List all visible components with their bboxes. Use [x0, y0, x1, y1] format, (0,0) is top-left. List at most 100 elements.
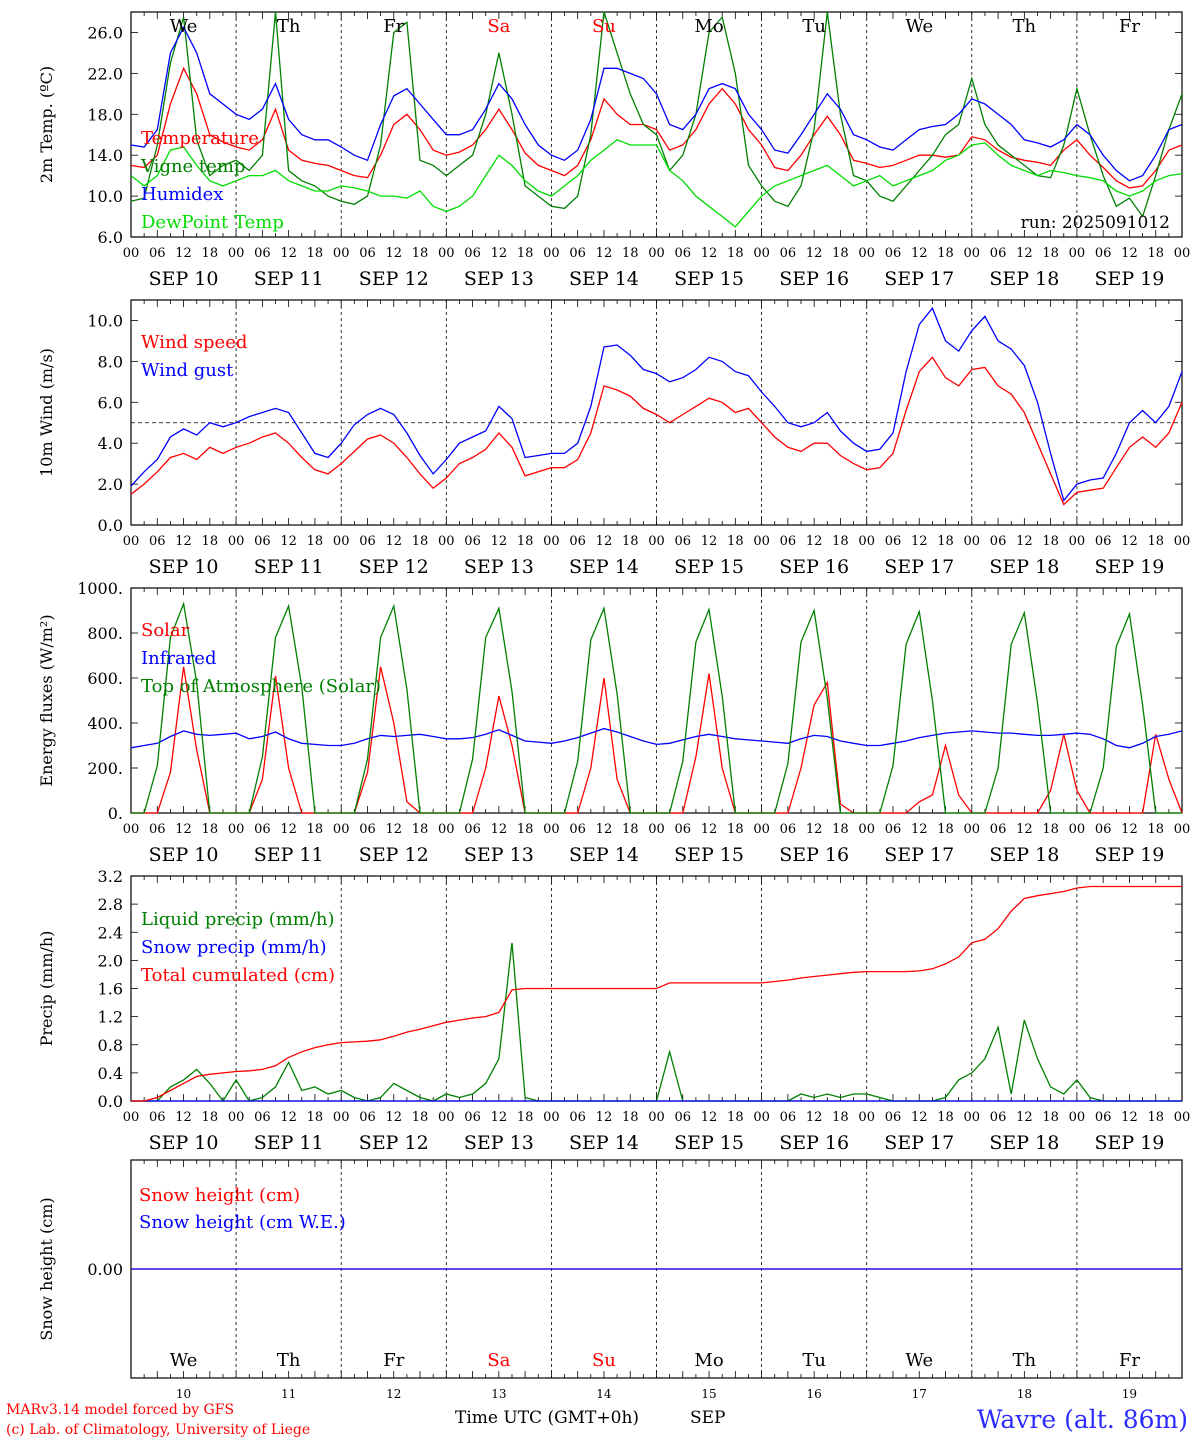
series-line: [131, 601, 1182, 814]
hour-tick-label: 12: [701, 246, 718, 261]
y-tick-label: 26.0: [87, 23, 123, 42]
hour-tick-label: 06: [675, 822, 692, 837]
hour-tick-label: 00: [858, 534, 875, 549]
date-label: SEP 14: [569, 268, 639, 290]
hour-tick-label: 06: [885, 1110, 902, 1125]
hour-tick-label: 12: [1016, 246, 1033, 261]
hour-tick-label: 06: [359, 1110, 376, 1125]
date-label: SEP 12: [359, 1132, 429, 1154]
day-name: Su: [592, 16, 616, 37]
hour-tick-label: 06: [885, 246, 902, 261]
day-number: 19: [1122, 1387, 1137, 1401]
date-label: SEP 18: [989, 556, 1059, 578]
date-label: SEP 11: [254, 844, 324, 866]
hour-tick-label: 18: [1147, 534, 1164, 549]
day-number: 14: [596, 1387, 612, 1401]
hour-tick-label: 06: [990, 534, 1007, 549]
hour-tick-label: 00: [438, 534, 455, 549]
day-name: Mo: [694, 16, 723, 37]
y-tick-label: 2.8: [98, 895, 123, 914]
hour-tick-label: 06: [990, 246, 1007, 261]
hour-tick-label: 12: [491, 534, 508, 549]
hour-tick-label: 12: [175, 1110, 192, 1125]
date-label: SEP 18: [989, 268, 1059, 290]
panel-5: 0.00 Snow height (cm) Snow height (cm) Snow…: [37, 1159, 1183, 1401]
y-tick-label: 6.0: [98, 228, 123, 247]
y-tick-label: 10.0: [87, 187, 123, 206]
hour-tick-label: 12: [280, 534, 297, 549]
date-label: SEP 15: [674, 844, 744, 866]
day-number: 11: [281, 1387, 296, 1401]
run-annotation: run: 2025091012: [1021, 213, 1170, 233]
hour-tick-label: 12: [385, 1110, 402, 1125]
y-tick-label: 2.0: [98, 951, 123, 970]
hour-tick-label: 06: [675, 1110, 692, 1125]
day-name: Th: [1013, 16, 1037, 37]
date-label: SEP 10: [149, 844, 219, 866]
hour-tick-label: 12: [911, 246, 928, 261]
date-label: SEP 17: [884, 556, 954, 578]
hour-tick-label: 06: [1095, 246, 1112, 261]
hour-tick-label: 00: [1069, 534, 1086, 549]
hour-tick-label: 06: [780, 534, 797, 549]
series-line: [131, 885, 1182, 1102]
time-axis-label: Time UTC (GMT+0h): [455, 1408, 639, 1428]
date-label: SEP 11: [254, 268, 324, 290]
date-label: SEP 14: [569, 1132, 639, 1154]
date-label: SEP 16: [779, 268, 849, 290]
hour-tick-label: 12: [701, 822, 718, 837]
date-label: SEP 10: [149, 1132, 219, 1154]
y-tick-label: 0.4: [98, 1064, 123, 1083]
date-label: SEP 13: [464, 1132, 534, 1154]
y-tick-label: 200.: [87, 759, 123, 778]
y-axis-title: 2m Temp. (ºC): [37, 66, 56, 183]
hour-tick-label: 00: [228, 246, 245, 261]
day-number: 18: [1017, 1387, 1032, 1401]
hour-tick-label: 12: [596, 534, 613, 549]
hour-tick-label: 00: [1174, 534, 1191, 549]
date-label: SEP 16: [779, 844, 849, 866]
hour-tick-label: 18: [832, 246, 849, 261]
legend-entry: Wind gust: [141, 360, 234, 381]
date-label: SEP 18: [989, 844, 1059, 866]
hour-tick-label: 18: [937, 822, 954, 837]
hour-tick-label: 00: [438, 1110, 455, 1125]
hour-tick-label: 06: [254, 534, 271, 549]
hour-tick-label: 18: [1147, 1110, 1164, 1125]
hour-tick-label: 06: [254, 822, 271, 837]
legend-entry: Wind speed: [141, 332, 247, 353]
hour-tick-label: 00: [1069, 822, 1086, 837]
hour-tick-label: 12: [491, 822, 508, 837]
hour-tick-label: 18: [202, 534, 219, 549]
hour-tick-label: 00: [858, 1110, 875, 1125]
hour-tick-label: 12: [491, 246, 508, 261]
hour-tick-label: 06: [359, 246, 376, 261]
hour-tick-label: 00: [648, 1110, 665, 1125]
y-tick-label: 1.2: [98, 1008, 123, 1027]
panel-3: 0. 200. 400. 600. 800. 1000. Energy fluxes (W/…: [37, 579, 1190, 866]
hour-tick-label: 06: [780, 822, 797, 837]
hour-tick-label: 18: [1147, 246, 1164, 261]
hour-tick-label: 06: [464, 1110, 481, 1125]
hour-tick-label: 18: [832, 1110, 849, 1125]
day-number: 12: [386, 1387, 401, 1401]
date-label: SEP 18: [989, 1132, 1059, 1154]
hour-tick-label: 18: [517, 246, 534, 261]
hour-tick-label: 12: [596, 1110, 613, 1125]
date-label: SEP 10: [149, 268, 219, 290]
hour-tick-label: 18: [202, 246, 219, 261]
hour-tick-label: 00: [648, 534, 665, 549]
y-tick-label: 4.0: [98, 434, 123, 453]
hour-tick-label: 12: [280, 1110, 297, 1125]
hour-tick-label: 00: [1069, 1110, 1086, 1125]
hour-tick-label: 18: [622, 822, 639, 837]
panel-2: 0.0 2.0 4.0 6.0 8.0 10.0 10m Wind (m/s) Wind sp…: [37, 299, 1191, 578]
date-label: SEP 15: [674, 1132, 744, 1154]
hour-tick-label: 12: [1016, 822, 1033, 837]
hour-tick-label: 18: [727, 822, 744, 837]
hour-tick-label: 12: [385, 822, 402, 837]
hour-tick-label: 06: [149, 246, 166, 261]
y-tick-label: 600.: [87, 669, 123, 688]
y-tick-label: 18.0: [87, 105, 123, 124]
hour-tick-label: 00: [333, 1110, 350, 1125]
